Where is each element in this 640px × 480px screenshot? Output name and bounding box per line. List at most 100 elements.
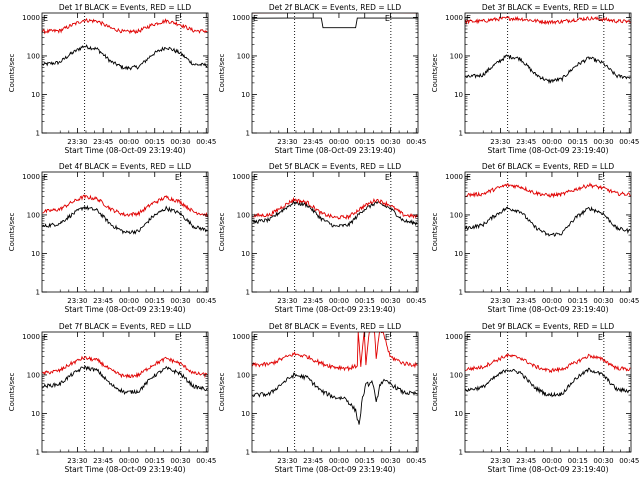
panel-title: Det 2f BLACK = Events, RED = LLD <box>269 3 402 12</box>
x-axis-label: Start Time (08-Oct-09 23:19:40) <box>64 146 185 155</box>
plot-frame <box>41 12 209 134</box>
panel-title: Det 4f BLACK = Events, RED = LLD <box>59 162 192 171</box>
x-tick-label: 23:30 <box>67 297 87 305</box>
x-tick-label: 00:00 <box>542 457 562 465</box>
y-tick-label: 1000 <box>232 173 250 181</box>
y-tick-label: 10 <box>241 410 250 418</box>
y-tick-label: 10 <box>454 91 463 99</box>
y-tick-label: 1 <box>459 449 463 457</box>
x-tick-label: 00:45 <box>619 138 639 146</box>
x-axis-label: Start Time (08-Oct-09 23:19:40) <box>274 305 395 314</box>
series-line-lld <box>252 332 418 372</box>
panel-title: Det 1f BLACK = Events, RED = LLD <box>59 3 192 12</box>
y-tick-label: 100 <box>27 371 40 379</box>
marker-label: E <box>175 173 180 182</box>
x-tick-label: 23:45 <box>516 297 536 305</box>
marker-label: E <box>598 173 603 182</box>
marker-label: E <box>598 333 603 342</box>
plot-frame <box>464 12 632 134</box>
panel-det-8: Det 8f BLACK = Events, RED = LLD E E 1 10 100… <box>218 322 426 474</box>
y-tick-label: 100 <box>450 211 463 219</box>
x-tick-label: 00:15 <box>355 138 375 146</box>
series-line-lld <box>42 194 208 218</box>
panel-title: Det 3f BLACK = Events, RED = LLD <box>482 3 615 12</box>
x-tick-label: 00:30 <box>380 457 400 465</box>
y-tick-label: 1 <box>36 289 40 297</box>
plot-frame <box>41 171 209 293</box>
x-tick-label: 23:45 <box>303 457 323 465</box>
panel-det-4: Det 4f BLACK = Events, RED = LLD E E 1 10 100… <box>8 162 216 314</box>
y-tick-label: 100 <box>27 211 40 219</box>
y-tick-label: 100 <box>237 211 250 219</box>
x-tick-label: 00:15 <box>145 457 165 465</box>
x-tick-label: 23:30 <box>67 457 87 465</box>
x-tick-label: 23:30 <box>277 457 297 465</box>
series-line-events <box>465 206 631 237</box>
x-tick-label: 00:45 <box>619 457 639 465</box>
series-line-events <box>465 367 631 398</box>
series-line-lld <box>465 352 631 374</box>
panel-det-3: Det 3f BLACK = Events, RED = LLD E E 1 10 100… <box>431 3 639 155</box>
y-tick-label: 1 <box>246 449 250 457</box>
series-line-events <box>252 372 418 425</box>
x-tick-label: 00:15 <box>355 457 375 465</box>
plot-frame <box>464 331 632 453</box>
x-tick-label: 00:00 <box>329 297 349 305</box>
panel-det-9: Det 9f BLACK = Events, RED = LLD E E 1 10 100… <box>431 322 639 474</box>
x-tick-label: 00:00 <box>542 297 562 305</box>
plot-frame <box>251 171 419 293</box>
series-line-events <box>42 204 208 235</box>
panel-det-1: Det 1f BLACK = Events, RED = LLD E E 1 10 100… <box>8 3 216 155</box>
x-tick-label: 00:00 <box>119 457 139 465</box>
x-tick-label: 00:15 <box>568 457 588 465</box>
y-tick-label: 1000 <box>232 14 250 22</box>
x-axis-label: Start Time (08-Oct-09 23:19:40) <box>487 146 608 155</box>
series-line-events <box>465 54 631 85</box>
marker-label: E <box>385 333 390 342</box>
series-line-events <box>252 17 418 29</box>
marker-label: E <box>466 333 471 342</box>
y-axis-label: Counts/sec <box>218 54 226 93</box>
x-tick-label: 23:45 <box>93 457 113 465</box>
marker-label: E <box>598 14 603 23</box>
panel-title: Det 9f BLACK = Events, RED = LLD <box>482 322 615 331</box>
y-tick-label: 1000 <box>232 333 250 341</box>
y-axis-label: Counts/sec <box>431 54 439 93</box>
marker-label: E <box>175 14 180 23</box>
x-tick-label: 00:30 <box>170 457 190 465</box>
panel-title: Det 6f BLACK = Events, RED = LLD <box>482 162 615 171</box>
marker-label: E <box>43 173 48 182</box>
x-tick-label: 23:45 <box>303 297 323 305</box>
y-tick-label: 1 <box>246 130 250 138</box>
x-tick-label: 23:30 <box>277 297 297 305</box>
x-tick-label: 00:00 <box>119 297 139 305</box>
y-axis-label: Counts/sec <box>218 373 226 412</box>
series-line-lld <box>465 182 631 199</box>
plot-frame <box>41 331 209 453</box>
y-axis-label: Counts/sec <box>8 213 16 252</box>
x-tick-label: 00:30 <box>170 138 190 146</box>
y-tick-label: 1 <box>246 289 250 297</box>
x-tick-label: 00:00 <box>329 457 349 465</box>
marker-label: E <box>466 14 471 23</box>
x-tick-label: 23:30 <box>277 138 297 146</box>
y-tick-label: 10 <box>31 410 40 418</box>
marker-label: E <box>253 333 258 342</box>
panel-title: Det 8f BLACK = Events, RED = LLD <box>269 322 402 331</box>
y-tick-label: 1000 <box>445 333 463 341</box>
series-line-lld <box>42 17 208 35</box>
x-tick-label: 00:45 <box>196 457 216 465</box>
x-tick-label: 23:30 <box>67 138 87 146</box>
y-tick-label: 1 <box>459 130 463 138</box>
marker-label: E <box>466 173 471 182</box>
x-tick-label: 00:30 <box>593 138 613 146</box>
y-tick-label: 1000 <box>445 173 463 181</box>
panel-title: Det 5f BLACK = Events, RED = LLD <box>269 162 402 171</box>
y-axis-label: Counts/sec <box>218 213 226 252</box>
y-tick-label: 1 <box>36 449 40 457</box>
x-tick-label: 00:30 <box>170 297 190 305</box>
x-axis-label: Start Time (08-Oct-09 23:19:40) <box>487 305 608 314</box>
